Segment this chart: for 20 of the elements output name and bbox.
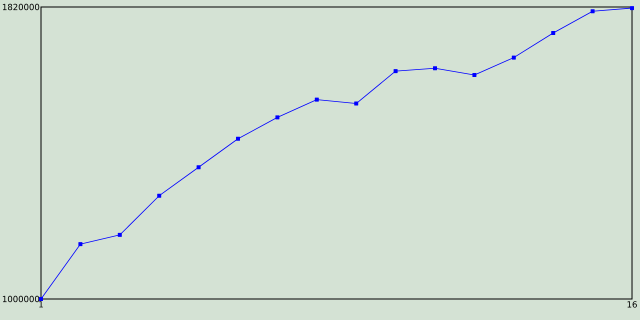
y-tick-label: 1000000 <box>2 296 40 302</box>
point <box>39 297 44 301</box>
point <box>630 6 634 10</box>
point <box>314 98 319 102</box>
point <box>472 73 476 78</box>
point <box>354 102 358 106</box>
point <box>196 165 201 170</box>
point <box>157 194 162 198</box>
x-tick-label: 16 <box>628 301 637 308</box>
point <box>78 242 82 246</box>
x-tick-label: 1 <box>39 301 43 308</box>
point <box>433 66 438 70</box>
point <box>236 136 240 141</box>
point <box>590 9 595 14</box>
y-tick-label: 1820000 <box>2 4 40 10</box>
point <box>118 232 122 237</box>
point <box>551 31 556 35</box>
point <box>394 69 398 74</box>
point <box>275 115 280 120</box>
point <box>512 56 516 60</box>
